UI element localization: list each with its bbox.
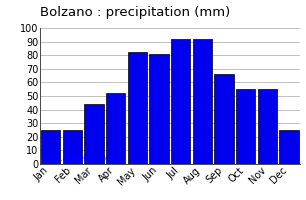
- Bar: [171, 39, 190, 164]
- Bar: [62, 130, 82, 164]
- Bar: [214, 74, 234, 164]
- Bar: [279, 130, 299, 164]
- Bar: [192, 39, 212, 164]
- Bar: [149, 54, 169, 164]
- Bar: [41, 130, 60, 164]
- Text: www.allmetsat.com: www.allmetsat.com: [42, 154, 118, 163]
- Bar: [106, 93, 125, 164]
- Bar: [236, 89, 256, 164]
- Text: Bolzano : precipitation (mm): Bolzano : precipitation (mm): [40, 6, 230, 19]
- Bar: [128, 52, 147, 164]
- Bar: [258, 89, 277, 164]
- Bar: [84, 104, 104, 164]
